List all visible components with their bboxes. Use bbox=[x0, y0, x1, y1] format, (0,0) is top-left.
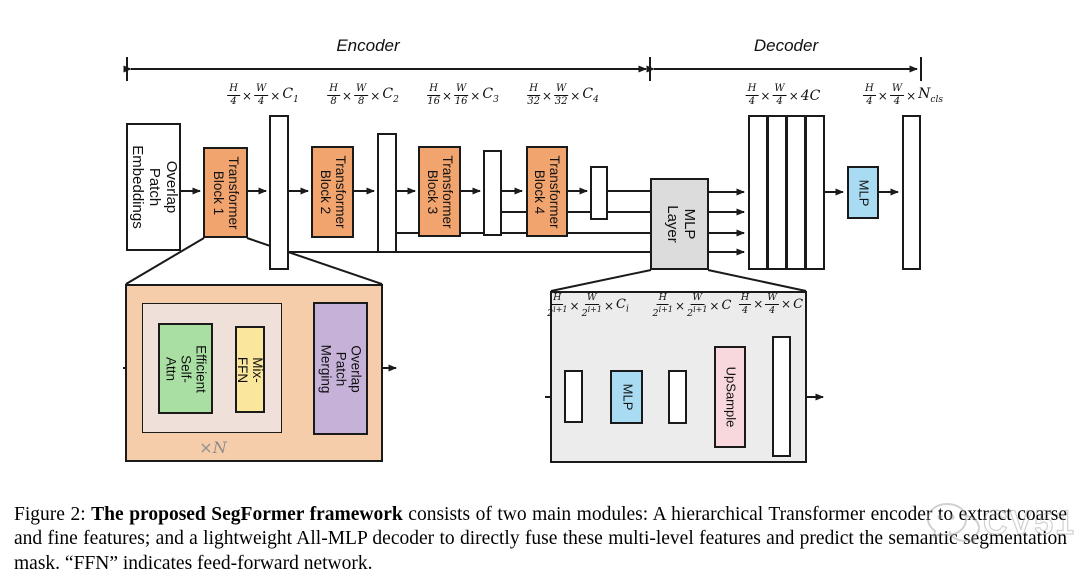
decoder-mlp-label: MLP bbox=[856, 179, 872, 206]
transformer-block-1: Transformer Block 1 bbox=[203, 147, 248, 238]
figure-caption: Figure 2: The proposed SegFormer framewo… bbox=[14, 503, 1067, 573]
dim-label-5: H 4 × W 4 × Ncls bbox=[863, 83, 943, 107]
fused-feature-bar bbox=[786, 115, 806, 270]
mlp-layer-label: MLP Layer bbox=[663, 205, 698, 243]
stage2-feature-bar bbox=[377, 133, 397, 253]
upsample-label: UpSample bbox=[723, 366, 739, 428]
fused-feature-bar bbox=[767, 115, 787, 270]
encoder-section-label: Encoder bbox=[336, 36, 400, 55]
prediction-bar bbox=[902, 115, 921, 270]
dim-label-4: H 4 × W 4 × 4C bbox=[745, 83, 821, 107]
dim-label-1: H 8 × W 8 × C2 bbox=[327, 83, 399, 107]
dim-label-7: H 2i+1 × W 2i+1 × C bbox=[652, 292, 732, 319]
fused-feature-bar bbox=[748, 115, 768, 270]
transformer-block-4: Transformer Block 4 bbox=[526, 146, 568, 237]
caption-bold-title: The proposed SegFormer framework bbox=[91, 503, 403, 525]
caption-body: consists of two main modules: A hierarch… bbox=[14, 503, 1067, 573]
overlap-patch-merging-block: Overlap Patch Merging bbox=[313, 302, 368, 435]
mlp-layer-detail-panel bbox=[550, 291, 807, 463]
transformer-block-1-label: Transformer Block 1 bbox=[210, 155, 241, 230]
dim-label-8: H 4 × W 4 × C bbox=[738, 292, 804, 316]
decoder-section-label: Decoder bbox=[753, 36, 819, 55]
dim-label-0: H 4 × W 4 × C1 bbox=[227, 83, 299, 107]
stage1-feature-bar bbox=[269, 115, 289, 270]
mix-ffn-label: Mix-FFN bbox=[235, 356, 266, 383]
detail-feature-bar-in bbox=[564, 370, 583, 423]
detail-feature-bar-mid bbox=[668, 370, 687, 424]
detail-feature-bar-out bbox=[772, 336, 791, 457]
transformer-block-3: Transformer Block 3 bbox=[418, 146, 461, 237]
fused-feature-bar bbox=[805, 115, 825, 270]
decoder-mlp-block: MLP bbox=[847, 166, 879, 219]
transformer-block-3-label: Transformer Block 3 bbox=[424, 154, 455, 229]
mlp-layer-block: MLP Layer bbox=[650, 178, 709, 270]
overlap-patch-embeddings-block: Overlap Patch Embeddings bbox=[126, 123, 181, 251]
upsample-block: UpSample bbox=[714, 346, 746, 448]
overlap-patch-merging-label: Overlap Patch Merging bbox=[317, 344, 364, 393]
stage3-feature-bar bbox=[483, 150, 502, 236]
repeat-times-label: ×N bbox=[199, 438, 227, 457]
caption-prefix: Figure 2: bbox=[14, 503, 92, 525]
transformer-block-4-label: Transformer Block 4 bbox=[532, 154, 563, 229]
stage4-feature-bar bbox=[590, 166, 608, 220]
transformer-block-2: Transformer Block 2 bbox=[311, 146, 354, 238]
mix-ffn-block: Mix-FFN bbox=[235, 326, 265, 413]
detail-mlp-label: MLP bbox=[619, 383, 635, 411]
dim-label-3: H 32 × W 32 × C4 bbox=[527, 83, 599, 107]
transformer-block-2-label: Transformer Block 2 bbox=[317, 155, 348, 229]
efficient-self-attn-label: Efficient Self-Attn bbox=[162, 344, 209, 393]
dim-label-2: H 16 × W 16 × C3 bbox=[427, 83, 499, 107]
efficient-self-attn-block: Efficient Self-Attn bbox=[158, 323, 213, 414]
detail-mlp-block: MLP bbox=[610, 370, 643, 424]
overlap-patch-embeddings-label: Overlap Patch Embeddings bbox=[129, 145, 180, 229]
dim-label-6: H 2i+1 × W 2i+1 × Ci bbox=[547, 292, 629, 319]
